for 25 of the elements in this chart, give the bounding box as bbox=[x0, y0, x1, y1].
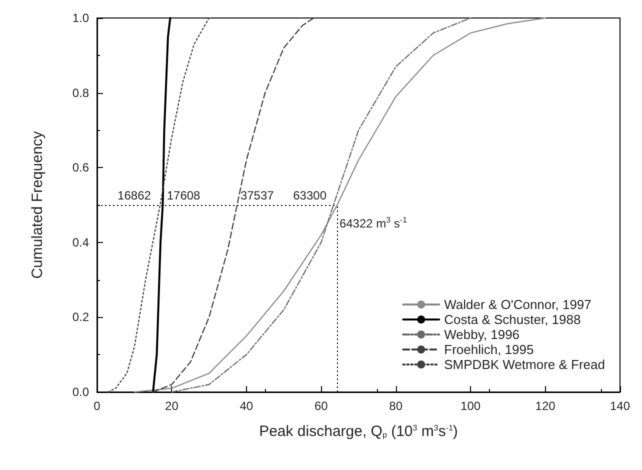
x-tick-label: 20 bbox=[165, 399, 179, 413]
x-tick-label: 60 bbox=[314, 399, 328, 413]
line-series bbox=[108, 17, 210, 393]
x-tick-label: 0 bbox=[94, 399, 101, 413]
x-tick-label: 40 bbox=[240, 399, 254, 413]
y-tick-label: 1.0 bbox=[72, 11, 90, 25]
y-axis-title: Cumulated Frequency bbox=[29, 130, 46, 279]
y-tick-label: 0.2 bbox=[72, 310, 90, 324]
legend-label: Costa & Schuster, 1988 bbox=[444, 312, 581, 327]
x-tick-label: 100 bbox=[460, 399, 481, 413]
x-tick-label: 120 bbox=[535, 399, 556, 413]
annotation: 37537 bbox=[240, 188, 274, 202]
y-tick-label: 0.6 bbox=[72, 160, 90, 175]
x-tick-label: 140 bbox=[610, 399, 630, 413]
y-tick-label: 0.8 bbox=[72, 86, 90, 100]
legend-label: SMPDBK Wetmore & Fread bbox=[444, 357, 606, 372]
annotation: 16862 bbox=[118, 188, 152, 202]
legend-label: Walder & O'Connor, 1997 bbox=[444, 297, 592, 312]
legend-label: Froehlich, 1995 bbox=[444, 342, 534, 357]
annotation: 63300 bbox=[293, 188, 327, 202]
legend-label: Webby, 1996 bbox=[444, 327, 520, 342]
y-tick-label: 0.0 bbox=[72, 385, 90, 399]
y-tick-label: 0.4 bbox=[72, 235, 90, 250]
x-tick-label: 80 bbox=[389, 399, 403, 413]
annotation: 17608 bbox=[166, 188, 201, 202]
